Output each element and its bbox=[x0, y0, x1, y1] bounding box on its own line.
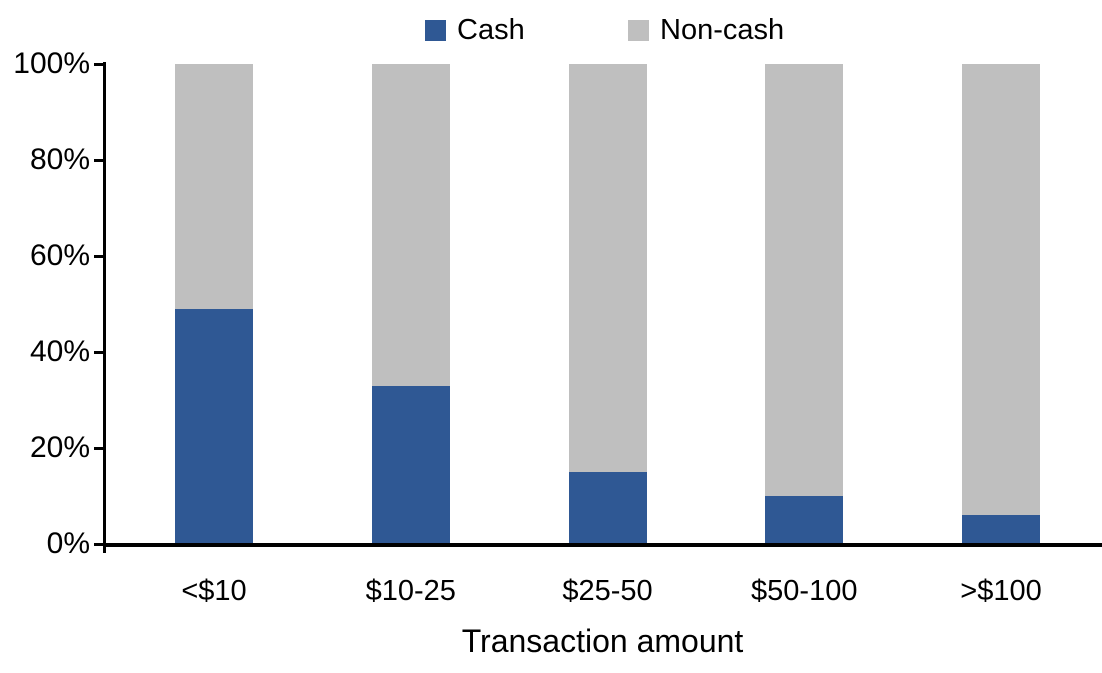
cash-bar-segment bbox=[765, 496, 844, 544]
noncash-legend-swatch-icon bbox=[628, 20, 649, 41]
y-axis-label: 80% bbox=[29, 143, 90, 176]
cash-legend-swatch-icon bbox=[425, 20, 446, 41]
non-cash-bar-segment bbox=[568, 64, 647, 472]
y-axis-label: 100% bbox=[13, 47, 90, 80]
y-axis-label: 0% bbox=[46, 527, 90, 560]
cash-bar-segment bbox=[371, 386, 450, 544]
y-axis-tick-mark bbox=[94, 159, 103, 162]
non-cash-bar-segment bbox=[765, 64, 844, 496]
x-axis-label: $25-50 bbox=[562, 575, 653, 607]
non-cash-bar-segment bbox=[371, 64, 450, 386]
legend-label-cash: Cash bbox=[457, 14, 525, 46]
y-axis-tick-mark bbox=[94, 447, 103, 450]
y-axis-tick-mark bbox=[94, 63, 103, 66]
y-axis-label: 40% bbox=[29, 335, 90, 368]
legend-item-noncash: Non-cash bbox=[628, 16, 784, 45]
y-axis-tick-mark bbox=[94, 351, 103, 354]
non-cash-bar-segment bbox=[175, 64, 253, 309]
legend-label-noncash: Non-cash bbox=[660, 14, 785, 46]
x-axis-label: >$100 bbox=[960, 575, 1042, 607]
legend-item-cash: Cash bbox=[425, 16, 525, 45]
cash-bar-segment bbox=[175, 309, 253, 544]
non-cash-bar-segment bbox=[962, 64, 1040, 515]
x-axis-line bbox=[103, 543, 1102, 547]
y-axis-tick-mark bbox=[94, 255, 103, 258]
y-axis-line bbox=[103, 62, 106, 553]
x-axis-title: Transaction amount bbox=[461, 623, 744, 659]
cash-bar-segment bbox=[568, 472, 647, 544]
y-axis-label: 20% bbox=[29, 431, 90, 464]
y-axis-tick-mark bbox=[94, 543, 103, 546]
x-axis-label: $50-100 bbox=[751, 575, 858, 607]
cash-bar-segment bbox=[962, 515, 1040, 544]
y-axis-label: 60% bbox=[29, 239, 90, 272]
x-axis-label: $10-25 bbox=[365, 575, 456, 607]
x-axis-label: <$10 bbox=[181, 575, 247, 607]
